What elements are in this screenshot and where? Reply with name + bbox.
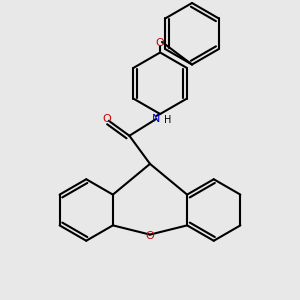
- Text: H: H: [164, 115, 171, 125]
- Text: N: N: [152, 114, 160, 124]
- Text: O: O: [156, 38, 164, 48]
- Text: O: O: [146, 232, 154, 242]
- Text: O: O: [103, 114, 111, 124]
